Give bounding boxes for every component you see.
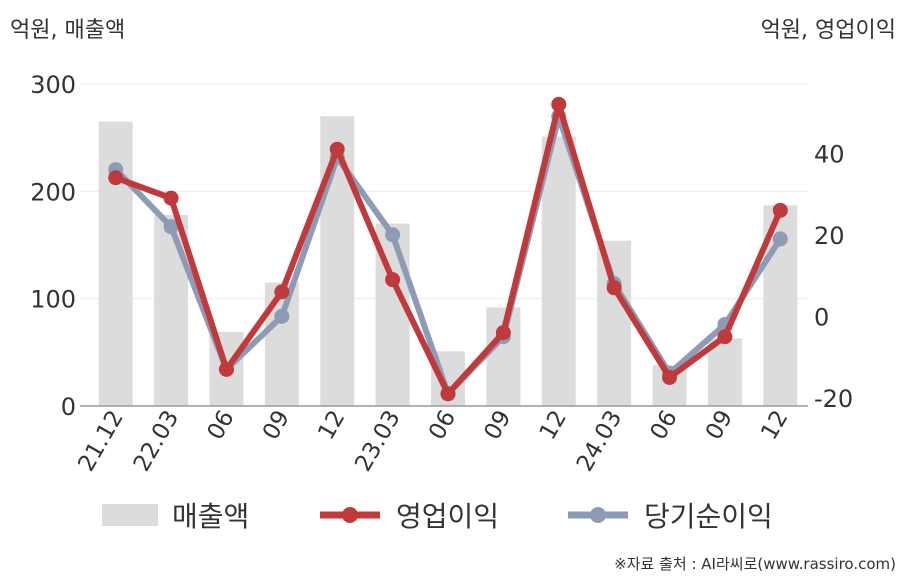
x-tick-label: 23.03 xyxy=(350,406,405,476)
point-net-income xyxy=(772,231,788,247)
y-left-tick-label: 200 xyxy=(30,178,76,206)
x-tick-label: 24.03 xyxy=(572,406,627,476)
y-right-tick-label: -20 xyxy=(814,385,853,413)
point-operating-profit xyxy=(772,202,788,218)
point-operating-profit xyxy=(551,96,567,112)
point-operating-profit xyxy=(385,272,401,288)
x-tick-label: 09 xyxy=(701,406,738,444)
y-right-tick-label: 40 xyxy=(814,140,845,168)
legend-label-operating-profit: 영업이익 xyxy=(396,500,500,533)
x-tick-label: 21.12 xyxy=(73,406,128,476)
x-tick-label: 06 xyxy=(646,406,683,444)
legend-swatch-operating-profit xyxy=(320,507,380,523)
legend-item-operating-profit: 영업이익 xyxy=(318,490,499,540)
x-tick-label: 09 xyxy=(479,406,516,444)
x-tick-label: 12 xyxy=(756,406,793,444)
legend-label-net-income: 당기순이익 xyxy=(644,500,773,533)
x-tick-label: 22.03 xyxy=(129,406,184,476)
point-net-income xyxy=(163,219,179,235)
point-net-income xyxy=(274,308,290,324)
right-axis-unit: 억원, 영업이익 xyxy=(760,18,896,43)
bar xyxy=(264,282,299,406)
x-tick-label: 12 xyxy=(535,406,572,444)
y-left-tick-label: 0 xyxy=(61,393,76,421)
point-operating-profit xyxy=(329,141,345,157)
y-left-tick-label: 300 xyxy=(30,71,76,99)
left-axis-unit: 억원, 매출액 xyxy=(10,18,126,43)
y-left-tick-label: 100 xyxy=(30,286,76,314)
source-note: ※자료 출처 : AI라씨로(www.rassiro.com) xyxy=(614,555,896,573)
point-operating-profit xyxy=(274,284,290,300)
point-operating-profit xyxy=(495,325,511,341)
legend-item-revenue: 매출액 xyxy=(102,490,249,540)
y-right-tick-label: 0 xyxy=(814,303,829,331)
legend-item-net-income: 당기순이익 xyxy=(566,490,773,540)
point-operating-profit xyxy=(163,190,179,206)
point-operating-profit xyxy=(662,369,678,385)
point-operating-profit xyxy=(218,361,234,377)
point-operating-profit xyxy=(440,386,456,402)
bar xyxy=(707,338,742,406)
legend-swatch-revenue xyxy=(102,504,158,526)
bar xyxy=(597,240,632,406)
x-tick-label: 09 xyxy=(258,406,295,444)
x-tick-label: 12 xyxy=(313,406,350,444)
legend-label-revenue: 매출액 xyxy=(172,500,250,533)
bar xyxy=(154,214,189,406)
legend: 매출액 영업이익 당기순이익 xyxy=(0,490,908,540)
x-tick-label: 06 xyxy=(203,406,240,444)
point-operating-profit xyxy=(108,170,124,186)
point-operating-profit xyxy=(717,329,733,345)
legend-swatch-net-income xyxy=(568,507,628,523)
point-net-income xyxy=(385,227,401,243)
x-tick-label: 06 xyxy=(424,406,461,444)
y-right-tick-label: 20 xyxy=(814,222,845,250)
point-operating-profit xyxy=(606,280,622,296)
bar xyxy=(541,136,576,407)
